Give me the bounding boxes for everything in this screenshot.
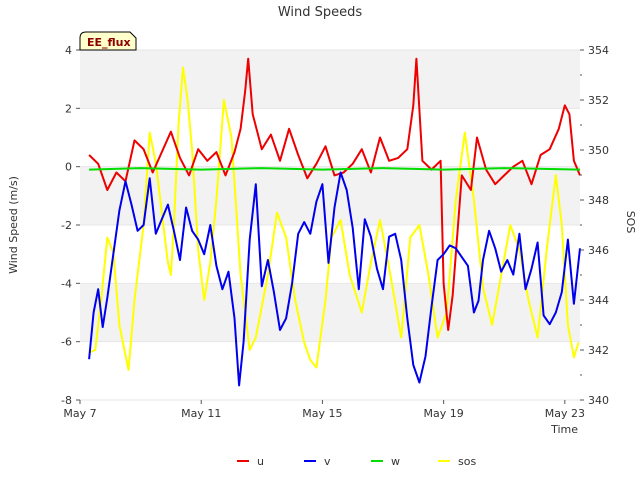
y-tick-label-6: -8 [61, 394, 72, 407]
x-tick-label-3: May 19 [424, 407, 464, 420]
y2-tick-label-3: 348 [588, 194, 609, 207]
x-tick-label-4: May 23 [545, 407, 585, 420]
y2-tick-label-7: 340 [588, 394, 609, 407]
y2-tick-label-5: 344 [588, 294, 609, 307]
annotation-badge: EE_flux [79, 31, 137, 51]
legend: u v w sos [237, 455, 476, 468]
y2-tick-label-6: 342 [588, 344, 609, 357]
y2-tick-label-0: 354 [588, 44, 609, 57]
annotation-badge-text: EE_flux [87, 36, 131, 49]
y2-tick-label-2: 350 [588, 144, 609, 157]
y2-axis-label: SOS [624, 211, 637, 234]
plot-bands [80, 50, 580, 342]
y-tick-label-3: -2 [61, 219, 72, 232]
plot-band-0 [80, 50, 580, 109]
plot-band-2 [80, 283, 580, 342]
series-line-v [88, 171, 581, 387]
y-axis-label: Wind Speed (m/s) [7, 176, 20, 274]
y-tick-label-0: 4 [65, 44, 72, 57]
y2-tick-label-1: 352 [588, 94, 609, 107]
x-tick-label-0: May 7 [63, 407, 96, 420]
gridlines [80, 49, 580, 401]
chart-title: Wind Speeds [278, 5, 363, 20]
y-tick-label-1: 2 [65, 102, 72, 115]
y-tick-label-2: 0 [65, 161, 72, 174]
series-line-w [89, 167, 581, 171]
y-tick-label-5: -6 [61, 336, 72, 349]
legend-label-u: u [257, 455, 264, 468]
x-tick-label-2: May 15 [302, 407, 342, 420]
x-tick-label-1: May 11 [181, 407, 221, 420]
x-axis-label: Time [550, 423, 578, 436]
legend-label-w: w [391, 455, 400, 468]
axis-ticks: 4 2 0 -2 -4 -6 -8 354 352 350 348 346 344 342 340 May 7… [61, 44, 609, 420]
series-group [88, 57, 581, 387]
y-tick-label-4: -4 [61, 277, 72, 290]
y2-tick-label-4: 346 [588, 244, 609, 257]
legend-label-v: v [324, 455, 331, 468]
series-line-sos [88, 66, 580, 371]
annotation-badge-shape [79, 31, 137, 51]
legend-label-sos: sos [458, 455, 476, 468]
